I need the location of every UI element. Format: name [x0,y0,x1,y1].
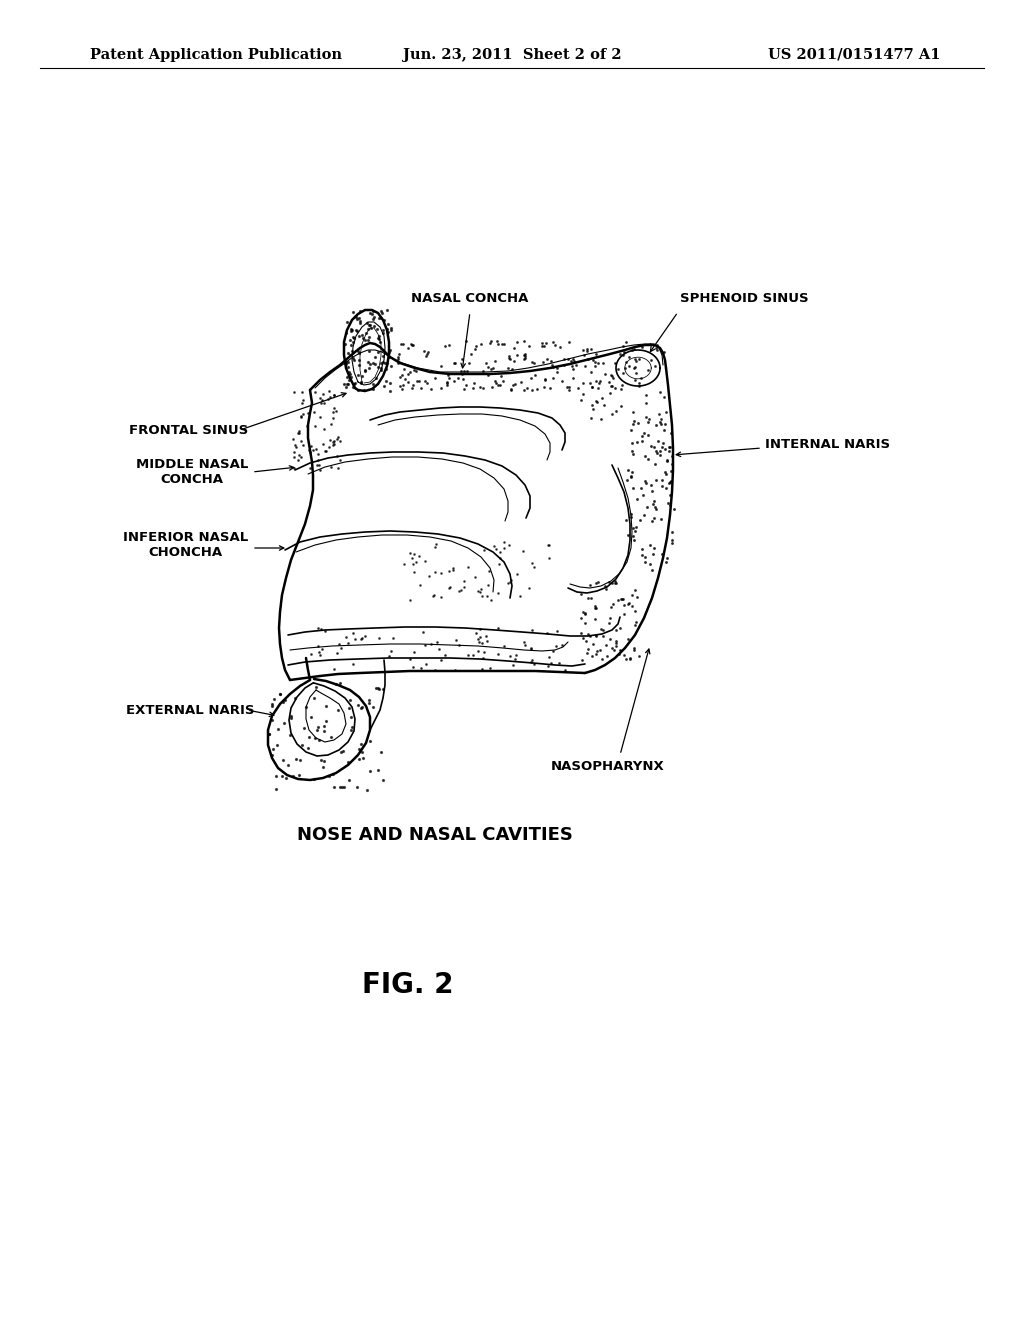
Text: NOSE AND NASAL CAVITIES: NOSE AND NASAL CAVITIES [297,826,573,843]
Text: Patent Application Publication: Patent Application Publication [90,48,342,62]
Text: INFERIOR NASAL
CHONCHA: INFERIOR NASAL CHONCHA [123,531,248,558]
Text: SPHENOID SINUS: SPHENOID SINUS [680,292,809,305]
Text: EXTERNAL NARIS: EXTERNAL NARIS [127,704,255,717]
Text: FIG. 2: FIG. 2 [362,972,454,999]
Text: MIDDLE NASAL
CONCHA: MIDDLE NASAL CONCHA [135,458,248,486]
Text: Jun. 23, 2011  Sheet 2 of 2: Jun. 23, 2011 Sheet 2 of 2 [402,48,622,62]
Text: NASAL CONCHA: NASAL CONCHA [412,292,528,305]
Text: US 2011/0151477 A1: US 2011/0151477 A1 [768,48,940,62]
Text: FRONTAL SINUS: FRONTAL SINUS [129,424,248,437]
Text: INTERNAL NARIS: INTERNAL NARIS [765,438,890,451]
Text: NASOPHARYNX: NASOPHARYNX [551,760,665,774]
